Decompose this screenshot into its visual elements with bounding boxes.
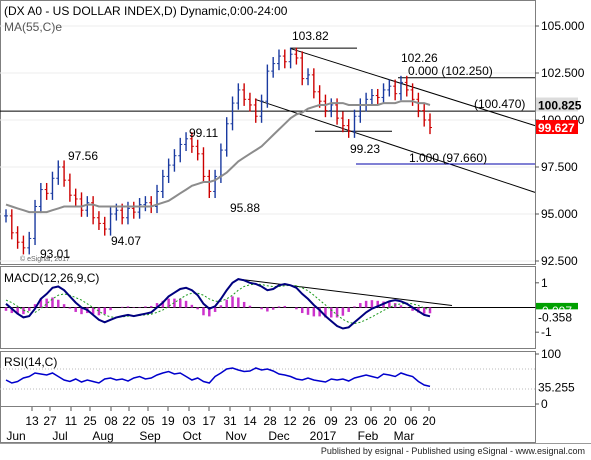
time-day-label: 09 xyxy=(324,414,338,428)
annotation-high-103-82: 103.82 xyxy=(292,29,329,43)
chart-title: (DX A0 - US DOLLAR INDEX,D) Dynamic,0:00… xyxy=(4,4,288,18)
time-day-label: 06 xyxy=(364,414,378,428)
time-day-label: 26 xyxy=(302,414,316,428)
time-month-label: Nov xyxy=(225,429,246,443)
price-label-box xyxy=(536,97,578,112)
time-month-label: Dec xyxy=(268,429,289,443)
macd-trendline xyxy=(238,278,453,307)
price-last-labels: 100.825 99.627 xyxy=(536,97,582,135)
fib-0-label: 0.000 (102.250) xyxy=(408,64,493,78)
time-month-label: Sep xyxy=(139,429,161,443)
price-panel xyxy=(0,0,536,265)
time-month-label: Mar xyxy=(394,429,415,443)
macd-tick-label: -1 xyxy=(541,325,552,339)
price-label-text: 99.627 xyxy=(538,121,575,135)
watermark: © eSignal, 2017 xyxy=(20,255,70,263)
time-day-label: 12 xyxy=(283,414,297,428)
time-month-label: Jul xyxy=(52,429,67,443)
footer-bar: Published by esignal - Published using e… xyxy=(0,443,591,460)
time-day-label: 20 xyxy=(383,414,397,428)
time-day-label: 03 xyxy=(182,414,196,428)
time-day-label: 27 xyxy=(43,414,57,428)
price-label-box xyxy=(536,120,578,135)
rsi-label-text: 35.255 xyxy=(538,380,575,394)
rsi-title: RSI(14,C) xyxy=(4,355,57,369)
time-day-label: 08 xyxy=(104,414,118,428)
macd-value-labels: -0.097-0.358 xyxy=(536,302,578,324)
rsi-label-box xyxy=(536,379,578,394)
time-day-label: 17 xyxy=(202,414,216,428)
time-day-label: 22 xyxy=(122,414,136,428)
time-axis-panel xyxy=(0,406,536,443)
time-day-label: 14 xyxy=(243,414,257,428)
rsi-value-labels: 35.255 xyxy=(536,379,578,394)
macd-label-text: -0.358 xyxy=(538,310,572,324)
rsi-line xyxy=(5,367,431,388)
macd-line xyxy=(5,278,431,330)
annotation-low-93-01: 93.01 xyxy=(40,247,70,261)
time-day-label: 05 xyxy=(141,414,155,428)
macd-title: MACD(12,26,9,C) xyxy=(4,271,99,285)
time-day-label: 23 xyxy=(344,414,358,428)
price-tick-label: 102.500 xyxy=(541,66,585,80)
time-month-label: Oct xyxy=(183,429,202,443)
annotation-high-97-56: 97.56 xyxy=(68,149,98,163)
time-day-label: 31 xyxy=(223,414,237,428)
rsi-tick-label: 0 xyxy=(541,397,548,411)
time-day-label: 13 xyxy=(25,414,39,428)
time-day-label: 25 xyxy=(83,414,97,428)
hline-label: (100.470) xyxy=(474,97,525,111)
time-axis: 13 27 11 25 08 22 05 19 03 17 31 14 28 12 26 09 23 06 20 06… xyxy=(6,407,436,443)
annotation-high-99-11: 99.11 xyxy=(189,126,218,140)
ma-legend: MA(55,C)e xyxy=(4,20,62,34)
footer-credit: Published by esignal - Published using e… xyxy=(320,446,585,456)
rsi-tick-label: 100 xyxy=(541,347,561,361)
price-tick-label: 95.000 xyxy=(541,207,578,221)
lower-channel-line xyxy=(254,98,536,193)
macd-signal-line xyxy=(5,283,431,325)
price-label-text: 100.825 xyxy=(538,98,582,112)
annotation-high-102-26: 102.26 xyxy=(401,51,438,65)
price-bars xyxy=(4,47,432,255)
time-month-label: 2017 xyxy=(310,429,337,443)
annotation-low-94-07: 94.07 xyxy=(111,234,141,248)
time-month-label: Jun xyxy=(6,429,25,443)
time-day-label: 19 xyxy=(161,414,175,428)
rsi-panel xyxy=(0,351,536,407)
price-tick-label: 97.500 xyxy=(541,160,578,174)
price-tick-label: 92.500 xyxy=(541,254,578,268)
ma-line xyxy=(5,100,431,214)
fib-1-label: 1.000 (97.660) xyxy=(409,151,487,165)
annotation-low-99-23: 99.23 xyxy=(350,142,380,156)
time-day-label: 20 xyxy=(422,414,436,428)
time-month-label: Feb xyxy=(358,429,379,443)
time-month-label: Aug xyxy=(92,429,113,443)
macd-label-box xyxy=(536,309,578,324)
price-tick-label: 105.000 xyxy=(541,19,585,33)
time-day-label: 11 xyxy=(65,414,78,428)
macd-tick-label: 1 xyxy=(541,276,548,290)
time-day-label: 06 xyxy=(404,414,418,428)
annotation-low-95-88: 95.88 xyxy=(230,201,260,215)
time-day-label: 28 xyxy=(263,414,277,428)
